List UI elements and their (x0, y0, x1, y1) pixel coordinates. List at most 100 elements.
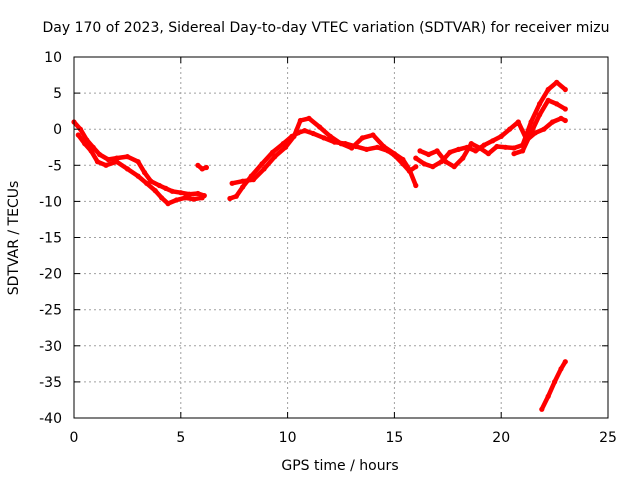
data-point (498, 133, 504, 139)
data-point (282, 144, 289, 150)
data-point (270, 149, 276, 155)
data-point (455, 146, 462, 152)
x-axis-label: GPS time / hours (281, 458, 398, 474)
data-point (447, 149, 453, 155)
data-point (297, 117, 303, 124)
data-point (233, 193, 239, 199)
data-point (511, 151, 517, 157)
data-point (182, 195, 188, 201)
data-point (364, 146, 370, 152)
data-point (97, 151, 103, 158)
data-point (148, 178, 154, 184)
data-point (539, 406, 545, 412)
data-point (528, 130, 534, 136)
data-point (105, 156, 111, 163)
data-point (199, 195, 205, 201)
data-point (485, 151, 491, 157)
data-point (291, 133, 297, 139)
series-track-6 (413, 116, 568, 169)
data-point (163, 185, 169, 191)
data-point (191, 196, 197, 202)
data-point (259, 161, 265, 167)
x-tick-label: 0 (70, 430, 79, 446)
data-point (520, 148, 526, 154)
data-point (327, 133, 333, 139)
data-point (165, 201, 171, 207)
data-point (391, 151, 397, 157)
data-point (178, 190, 184, 196)
data-point (94, 159, 101, 165)
series-track-7 (417, 80, 568, 169)
series-layer (71, 79, 568, 412)
data-point (186, 191, 192, 197)
data-point (558, 115, 564, 121)
data-point (349, 145, 355, 151)
data-point (443, 159, 449, 165)
x-tick-label: 10 (279, 430, 297, 446)
y-tick-label: -40 (39, 411, 62, 427)
series-track-4 (227, 128, 419, 201)
data-point (558, 366, 564, 372)
data-point (195, 162, 201, 168)
y-tick-label: -5 (48, 158, 62, 174)
data-point (434, 148, 440, 154)
chart-title: Day 170 of 2023, Sidereal Day-to-day VTE… (43, 20, 610, 36)
data-point (82, 141, 88, 147)
data-point (144, 180, 150, 186)
series-track-5 (229, 116, 419, 188)
data-point (195, 190, 201, 197)
data-point (477, 145, 483, 151)
data-point (103, 162, 109, 168)
y-tick-label: -10 (39, 194, 62, 210)
data-point (545, 97, 551, 103)
data-point (545, 393, 551, 399)
data-point (494, 143, 500, 150)
y-tick-label: 0 (53, 122, 62, 138)
data-point (451, 164, 457, 170)
data-point (169, 188, 175, 194)
data-point (250, 177, 256, 183)
data-point (229, 180, 235, 186)
data-point (261, 166, 267, 172)
data-point (562, 359, 568, 365)
data-point (413, 155, 419, 161)
data-point (124, 154, 130, 160)
data-point (515, 119, 521, 125)
data-point (421, 161, 427, 167)
data-point (359, 135, 365, 141)
x-tick-label: 25 (599, 430, 617, 446)
y-axis-label: SDTVAR / TECUs (6, 181, 22, 296)
axis-layer: 0 5 10 15 20 25 10 5 0 -5 -10 -15 -20 -25 -30 -35 -40 (39, 50, 617, 446)
y-tick-label: -35 (39, 375, 62, 391)
data-point (317, 124, 323, 130)
data-point (75, 132, 81, 138)
data-point (426, 151, 432, 158)
y-tick-label: 10 (44, 50, 62, 66)
data-point (240, 178, 246, 184)
data-point (199, 166, 205, 172)
data-point (370, 132, 376, 138)
data-point (562, 106, 568, 112)
data-point (124, 166, 130, 172)
data-point (528, 119, 534, 125)
data-point (381, 143, 387, 150)
grid-layer (74, 57, 608, 418)
data-point (473, 148, 479, 154)
data-point (272, 154, 278, 160)
data-point (156, 182, 162, 189)
data-point (545, 86, 551, 93)
data-point (159, 195, 165, 201)
data-point (554, 101, 560, 107)
data-point (511, 145, 517, 151)
data-point (554, 79, 560, 85)
data-point (406, 167, 412, 173)
y-tick-label: -30 (39, 339, 62, 355)
data-point (203, 164, 209, 171)
data-point (541, 126, 547, 132)
data-point (507, 126, 513, 132)
data-point (88, 148, 94, 154)
x-tick-label: 5 (176, 430, 185, 446)
x-tick-label: 15 (385, 430, 403, 446)
data-point (114, 159, 120, 165)
